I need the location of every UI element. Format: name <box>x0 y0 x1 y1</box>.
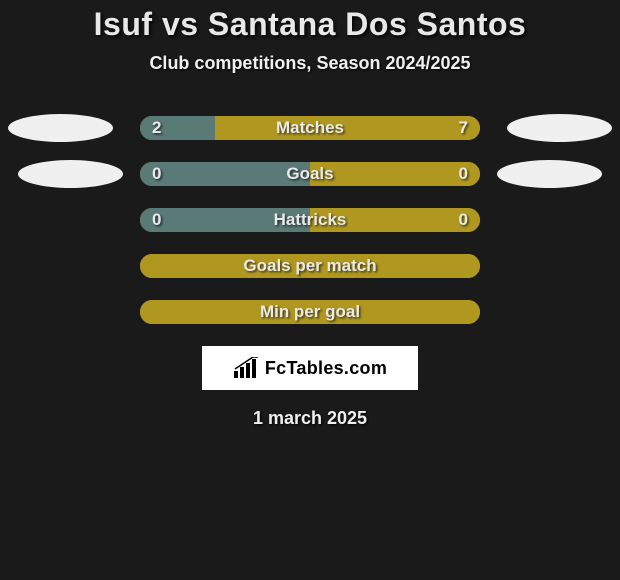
card-title: Isuf vs Santana Dos Santos <box>0 6 620 43</box>
stat-row: Min per goal <box>0 300 620 324</box>
stat-label: Goals <box>286 164 333 184</box>
stat-value-right: 0 <box>459 210 468 230</box>
bar-right-fill <box>310 162 480 186</box>
stat-value-right: 0 <box>459 164 468 184</box>
stat-bar: 2 7 Matches <box>140 116 480 140</box>
stat-row: Goals per match <box>0 254 620 278</box>
stat-value-left: 0 <box>152 210 161 230</box>
stat-label: Goals per match <box>243 256 376 276</box>
stat-row: 2 7 Matches <box>0 116 620 140</box>
stat-bar: Min per goal <box>140 300 480 324</box>
stat-row: 0 0 Goals <box>0 162 620 186</box>
player-marker-left <box>8 114 113 142</box>
logo-box: FcTables.com <box>202 346 418 390</box>
player-marker-right <box>507 114 612 142</box>
stat-label: Hattricks <box>274 210 347 230</box>
stat-value-left: 0 <box>152 164 161 184</box>
stat-row: 0 0 Hattricks <box>0 208 620 232</box>
stat-value-left: 2 <box>152 118 161 138</box>
stat-bar: 0 0 Hattricks <box>140 208 480 232</box>
subtitle: Club competitions, Season 2024/2025 <box>0 53 620 74</box>
date-text: 1 march 2025 <box>0 408 620 429</box>
vs-text: vs <box>162 6 199 42</box>
logo-text: FcTables.com <box>265 358 387 379</box>
stat-bar: 0 0 Goals <box>140 162 480 186</box>
player-marker-right <box>497 160 602 188</box>
stat-bar: Goals per match <box>140 254 480 278</box>
bar-left-fill <box>140 162 310 186</box>
bar-right-fill <box>215 116 480 140</box>
player-marker-left <box>18 160 123 188</box>
player1-name: Isuf <box>94 6 153 42</box>
stat-label: Min per goal <box>260 302 360 322</box>
stat-label: Matches <box>276 118 344 138</box>
chart-icon <box>233 357 259 379</box>
stat-value-right: 7 <box>459 118 468 138</box>
player2-name: Santana Dos Santos <box>208 6 526 42</box>
stats-card: Isuf vs Santana Dos Santos Club competit… <box>0 0 620 429</box>
stat-rows: 2 7 Matches 0 0 Goals 0 0 Hattricks Goals per mat… <box>0 116 620 324</box>
